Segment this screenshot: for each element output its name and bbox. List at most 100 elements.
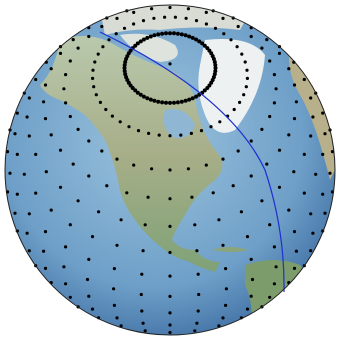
dot — [42, 249, 46, 253]
dot — [321, 192, 325, 196]
dot — [152, 98, 157, 103]
dot — [242, 93, 246, 97]
dot — [260, 46, 264, 50]
dot — [302, 77, 306, 82]
dot — [64, 101, 68, 105]
dot — [193, 329, 197, 333]
dot — [272, 282, 276, 286]
dot — [138, 39, 143, 44]
dot — [190, 96, 195, 101]
dot — [136, 129, 141, 133]
dot — [68, 223, 72, 227]
dot — [132, 10, 136, 14]
dot — [245, 76, 249, 80]
arctic — [100, 5, 250, 35]
dot — [195, 249, 199, 253]
dot — [187, 34, 192, 39]
great-circle — [99, 31, 285, 293]
dot — [68, 114, 72, 119]
dot — [179, 99, 184, 104]
dot — [179, 32, 184, 37]
dot — [27, 249, 31, 253]
dot — [235, 45, 239, 49]
dot — [277, 148, 282, 152]
dot — [150, 7, 154, 11]
dot — [148, 97, 153, 102]
dot — [122, 63, 127, 67]
dot — [245, 235, 250, 239]
dot — [43, 230, 48, 234]
dot — [164, 31, 168, 36]
dot — [292, 266, 297, 270]
dot — [224, 267, 228, 271]
dot — [15, 152, 19, 156]
islands — [212, 247, 248, 252]
dot — [76, 199, 80, 203]
dot — [104, 107, 108, 112]
dot — [100, 149, 104, 153]
dot — [196, 309, 200, 313]
dot — [323, 211, 327, 215]
dot — [58, 185, 63, 189]
dot — [309, 134, 313, 138]
dot — [168, 100, 172, 105]
dot — [190, 35, 195, 40]
dot — [311, 231, 315, 235]
dot — [62, 87, 66, 91]
dot — [130, 86, 135, 90]
dot — [268, 295, 272, 299]
dot — [122, 69, 127, 74]
dot — [141, 249, 145, 253]
south-america — [245, 260, 308, 335]
dot — [229, 38, 233, 42]
dot — [87, 34, 91, 39]
dot — [196, 272, 200, 276]
dot — [236, 24, 240, 29]
dot — [321, 152, 325, 156]
dot — [265, 38, 269, 42]
dot — [105, 184, 109, 188]
dot — [64, 73, 68, 77]
dot — [152, 16, 156, 20]
dot — [5, 150, 10, 154]
dot — [202, 88, 207, 93]
dot — [287, 133, 291, 137]
dot — [224, 287, 228, 291]
dot — [260, 127, 264, 131]
dot — [168, 5, 172, 10]
dot — [139, 292, 143, 297]
dot — [90, 235, 95, 239]
dot — [168, 294, 172, 298]
dot — [243, 60, 247, 64]
dot — [135, 90, 140, 95]
dot — [85, 277, 90, 282]
dot — [43, 83, 48, 87]
dot — [91, 68, 95, 72]
dot — [123, 72, 128, 77]
dot — [87, 174, 91, 178]
dot — [211, 191, 215, 195]
dot — [124, 57, 129, 61]
dot — [168, 62, 172, 66]
dot — [141, 321, 145, 325]
dot — [141, 19, 146, 23]
dot — [272, 245, 276, 249]
dot — [249, 34, 253, 39]
dot — [145, 96, 150, 101]
dot — [172, 100, 176, 105]
dot — [156, 99, 161, 104]
dot — [236, 149, 240, 153]
dot — [212, 72, 217, 77]
dot — [152, 33, 157, 38]
grid-dots — [5, 5, 335, 335]
dot — [71, 38, 75, 42]
dot — [101, 45, 105, 49]
dot — [91, 76, 95, 80]
dot — [168, 250, 172, 255]
dot — [132, 163, 136, 167]
dot — [189, 131, 193, 135]
dot — [156, 32, 161, 37]
dot — [213, 69, 218, 74]
dot — [157, 133, 161, 137]
